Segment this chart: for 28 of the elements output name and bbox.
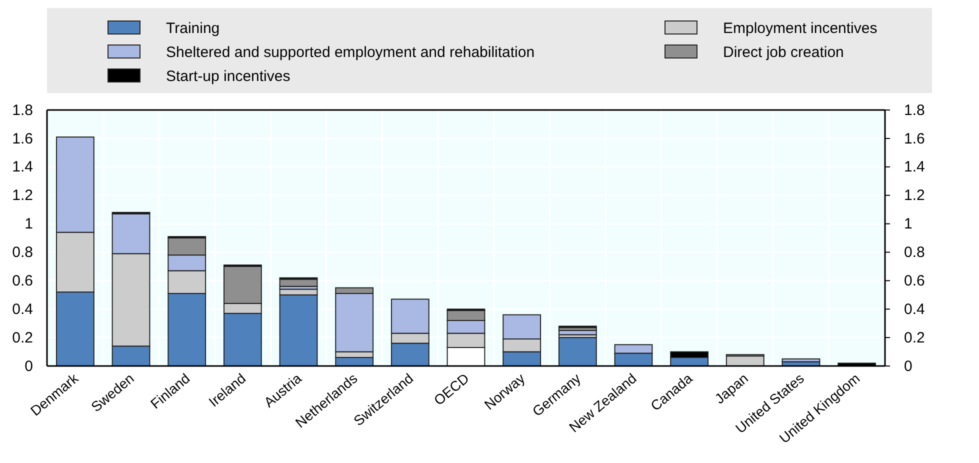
y-tick-label: 0.4 — [12, 300, 33, 318]
legend-label: Direct job creation — [723, 44, 844, 61]
y2-tick-label: 0.4 — [904, 300, 925, 318]
y-tick-label: 1.4 — [12, 158, 33, 176]
legend-label: Training — [166, 20, 220, 37]
y2-tick-label: 1.4 — [904, 158, 925, 176]
y-tick-label: 1.6 — [12, 130, 33, 148]
y-tick-label: 0.2 — [12, 329, 33, 346]
y2-tick-label: 0 — [904, 358, 912, 375]
bar — [279, 278, 318, 287]
y-tick-label: 0.8 — [12, 244, 33, 262]
y2-tick-label: 1.2 — [904, 187, 925, 204]
bar — [782, 358, 820, 362]
legend-label: Start-up incentives — [166, 68, 290, 85]
y-tick-label: 1.2 — [12, 187, 33, 204]
y2-tick-label: 1 — [904, 216, 912, 233]
y2-tick-label: 0.2 — [904, 329, 925, 346]
y2-tick-label: 1.8 — [904, 102, 925, 119]
y-tick-label: 0.6 — [12, 272, 33, 290]
y2-tick-label: 0.6 — [904, 272, 925, 290]
bar — [558, 337, 597, 366]
y-tick-label: 1.8 — [12, 102, 33, 119]
y-tick-label: 1 — [24, 216, 33, 233]
y2-tick-label: 0.8 — [904, 244, 925, 262]
legend-label: Employment incentives — [723, 20, 878, 37]
legend-label: Sheltered and supported employment and rehabilitation — [166, 44, 535, 61]
y-tick-label: 0 — [24, 358, 33, 375]
y2-tick-label: 1.6 — [904, 130, 925, 148]
